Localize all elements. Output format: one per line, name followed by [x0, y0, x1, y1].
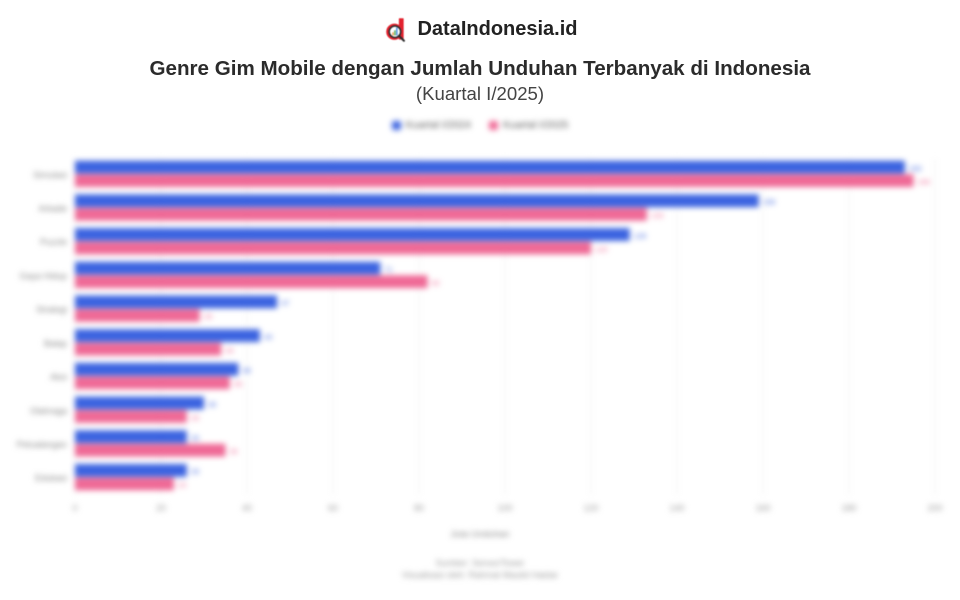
svg-text:Edukasi: Edukasi	[35, 473, 67, 483]
svg-text:193: 193	[909, 164, 922, 173]
svg-text:26: 26	[191, 467, 199, 476]
svg-text:71: 71	[384, 265, 392, 274]
svg-text:36: 36	[234, 380, 242, 389]
svg-text:Petualangan: Petualangan	[16, 440, 67, 450]
svg-text:29: 29	[204, 312, 212, 321]
svg-text:100: 100	[497, 503, 512, 513]
svg-text:Strategi: Strategi	[36, 305, 67, 315]
svg-text:140: 140	[669, 503, 684, 513]
svg-text:80: 80	[414, 503, 424, 513]
svg-text:160: 160	[755, 503, 770, 513]
svg-text:Olahraga: Olahraga	[30, 406, 67, 416]
svg-text:82: 82	[432, 279, 440, 288]
svg-text:23: 23	[178, 481, 186, 490]
svg-text:120: 120	[583, 503, 598, 513]
svg-text:133: 133	[651, 211, 664, 220]
svg-text:120: 120	[595, 245, 608, 254]
svg-text:Puzzle: Puzzle	[40, 237, 67, 247]
svg-text:0: 0	[72, 503, 77, 513]
svg-text:159: 159	[763, 198, 776, 207]
svg-text:180: 180	[841, 503, 856, 513]
svg-text:Aksi: Aksi	[50, 372, 67, 382]
svg-text:Arkade: Arkade	[38, 204, 67, 214]
svg-text:43: 43	[264, 332, 272, 341]
svg-text:38: 38	[242, 366, 250, 375]
svg-text:Simulasi: Simulasi	[33, 170, 67, 180]
svg-text:195: 195	[918, 177, 931, 186]
svg-text:60: 60	[328, 503, 338, 513]
svg-text:34: 34	[225, 346, 233, 355]
svg-text:Balap: Balap	[44, 338, 67, 348]
svg-text:35: 35	[230, 447, 238, 456]
svg-text:20: 20	[156, 503, 166, 513]
svg-text:200: 200	[927, 503, 942, 513]
svg-text:47: 47	[281, 299, 289, 308]
svg-text:30: 30	[208, 400, 216, 409]
svg-text:40: 40	[242, 503, 252, 513]
svg-text:Gaya Hidup: Gaya Hidup	[19, 271, 67, 281]
svg-text:129: 129	[634, 231, 647, 240]
svg-text:26: 26	[191, 434, 199, 443]
svg-text:26: 26	[191, 413, 199, 422]
